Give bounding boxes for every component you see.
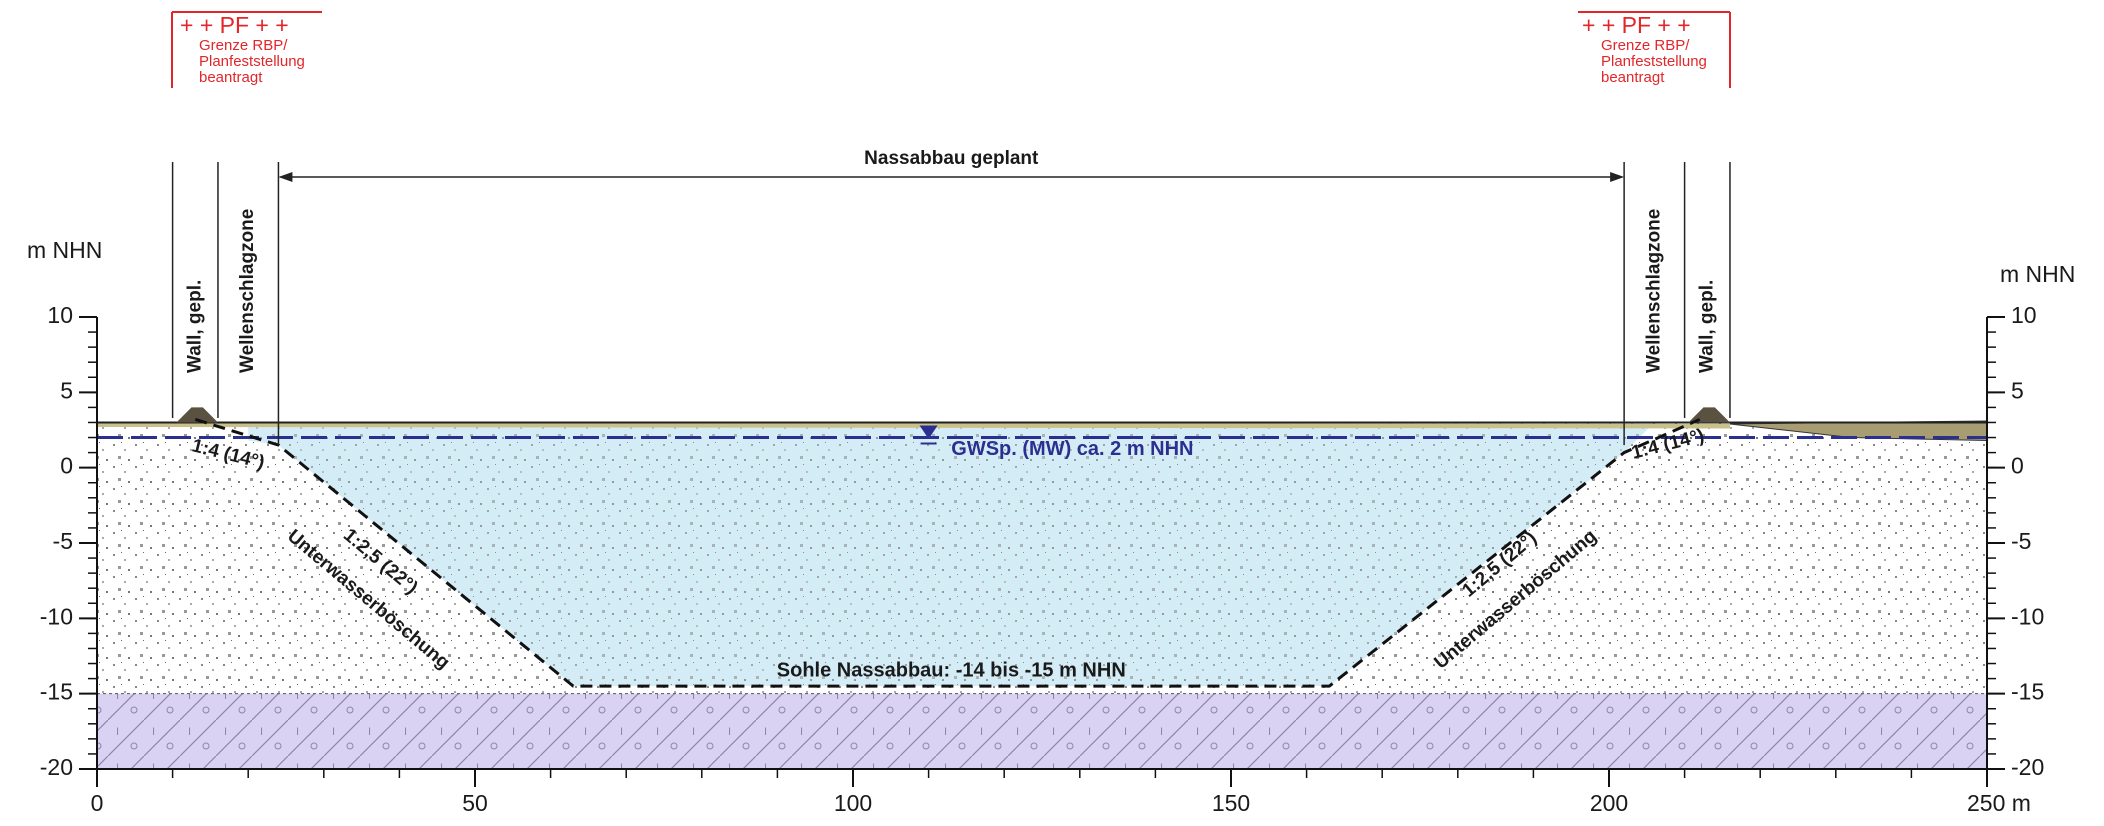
marker-title: + + PF + + <box>180 12 289 38</box>
marker-note: Planfeststellung <box>1601 53 1707 70</box>
clay-layer <box>97 693 1987 769</box>
bottom-label: Sohle Nassabbau: -14 bis -15 m NHN <box>777 659 1126 681</box>
marker-note: Grenze RBP/ <box>1601 37 1690 54</box>
water-symbol <box>919 425 938 440</box>
marker-note: Planfeststellung <box>199 53 305 70</box>
water-dots <box>248 422 1655 687</box>
y-tick-label: -20 <box>40 754 73 780</box>
zone-label: Wall, gepl. <box>184 280 205 373</box>
y-tick-label: 0 <box>60 453 73 479</box>
y-tick-label: 10 <box>2011 302 2037 328</box>
arrow-head <box>278 172 293 182</box>
y-tick-label: 5 <box>60 377 73 403</box>
y-axis-title: m NHN <box>27 237 102 263</box>
layers <box>97 407 1988 769</box>
x-tick-label: 100 <box>834 790 872 816</box>
arrow-head <box>1610 172 1625 182</box>
surface-strip <box>97 422 1730 429</box>
y-axis-title: m NHN <box>2000 261 2075 287</box>
x-tick-label: 0 <box>91 790 104 816</box>
marker-note: beantragt <box>1601 69 1665 86</box>
x-tick-label: 250 m <box>1967 790 2031 816</box>
y-tick-label: -5 <box>2011 528 2031 554</box>
y-tick-label: -10 <box>2011 603 2044 629</box>
axes: m NHN m NHN -20 -20 -15 -15 -10 -10 -5 -5 0 0 5 5 10 10… <box>27 237 2075 816</box>
pit-outline <box>194 418 1701 688</box>
x-tick-label: 200 <box>1590 790 1628 816</box>
y-tick-label: -15 <box>2011 679 2044 705</box>
y-tick-label: 0 <box>2011 453 2024 479</box>
y-tick-label: -15 <box>40 679 73 705</box>
zone-label: Wellenschlagzone <box>1643 209 1664 373</box>
marker-note: Grenze RBP/ <box>199 37 288 54</box>
y-tick-label: -5 <box>53 528 73 554</box>
y-tick-label: -20 <box>2011 754 2044 780</box>
y-tick-label: 5 <box>2011 377 2024 403</box>
marker-title: + + PF + + <box>1582 12 1691 38</box>
x-tick-label: 50 <box>462 790 488 816</box>
zone-label: Wellenschlagzone <box>237 209 258 373</box>
span-label: Nassabbau geplant <box>864 148 1039 169</box>
water-level-label: GWSp. (MW) ca. 2 m NHN <box>951 438 1193 460</box>
zone-label: Wall, gepl. <box>1696 280 1717 373</box>
marker-note: beantragt <box>199 69 263 86</box>
y-tick-label: -10 <box>40 603 73 629</box>
y-tick-label: 10 <box>47 302 73 328</box>
x-tick-label: 150 <box>1212 790 1250 816</box>
wall <box>176 407 218 423</box>
